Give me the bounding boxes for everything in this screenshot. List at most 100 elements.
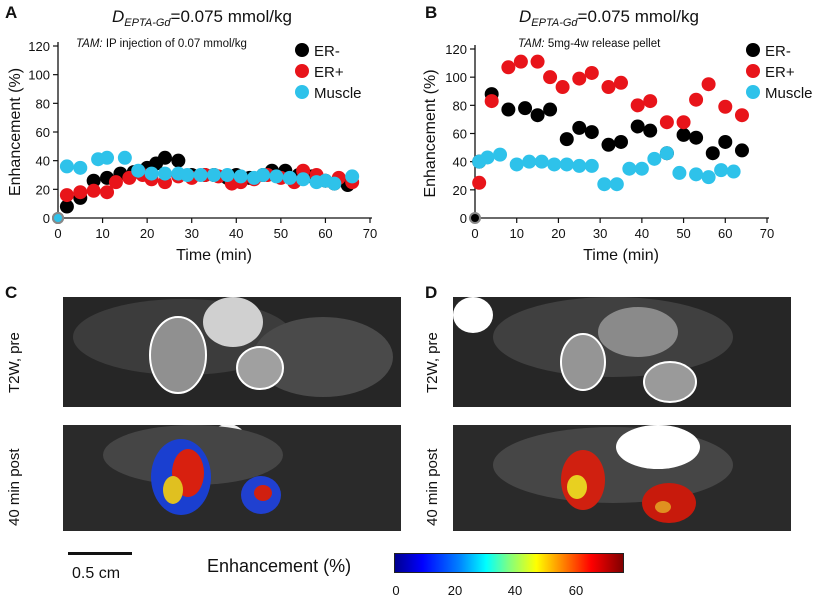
row-label-d-post: 40 min post [424,448,441,526]
chart-title: DEPTA-Gd=0.075 mmol/kg [112,7,292,29]
x-tick-label: 40 [229,226,243,241]
legend-marker [295,85,309,99]
colorbar-tick: 0 [392,583,400,598]
data-point-er- [555,80,570,95]
legend-marker [295,64,309,78]
row-label-c-pre: T2W, pre [6,332,23,393]
data-point-er- [157,150,172,165]
legend-label: ER+ [314,64,344,81]
data-point-muscle [220,168,235,182]
data-point-er- [530,108,545,123]
row-label-c-post: 40 min post [6,448,23,526]
mri-d-pre-image [453,297,791,407]
data-point-muscle [100,150,115,165]
panel-letter-a: A [5,3,18,22]
x-tick-label: 50 [274,226,288,241]
data-point-muscle [493,147,508,162]
y-tick-label: 60 [453,127,467,142]
data-point-muscle [584,158,599,173]
data-point-muscle [233,169,248,184]
data-point-er- [469,212,481,224]
data-point-er- [501,102,516,117]
y-tick-label: 0 [43,211,50,226]
y-tick-label: 60 [36,125,50,140]
y-tick-label: 20 [453,183,467,198]
data-point-muscle [269,169,284,184]
data-point-er- [584,65,599,80]
data-point-muscle [609,177,624,192]
data-point-muscle [726,164,741,179]
y-tick-label: 80 [36,96,50,111]
data-point-muscle [522,154,537,169]
data-point-muscle [296,172,311,187]
colorbar-tick: 40 [507,583,523,598]
data-point-er- [630,119,645,134]
x-tick-label: 60 [718,226,732,241]
x-tick-label: 60 [318,226,332,241]
data-point-er- [501,60,516,75]
mri-c-post-image [63,425,401,531]
data-point-er- [543,70,558,85]
data-point-muscle [597,177,612,192]
legend-marker [295,43,309,57]
data-point-muscle [345,169,360,184]
y-axis-label: Enhancement (%) [422,69,439,197]
panel-letter-b: B [425,3,438,22]
data-point-muscle [672,165,687,180]
y-axis-label: Enhancement (%) [7,68,24,196]
data-point-er- [643,123,658,138]
data-point-er- [676,115,691,130]
x-tick-label: 20 [140,226,154,241]
data-point-er- [572,71,587,86]
scale-bar-label: 0.5 cm [72,565,121,582]
data-point-muscle [327,176,342,191]
data-point-er- [689,92,704,107]
data-point-muscle [689,167,704,182]
chart-title: DEPTA-Gd=0.075 mmol/kg [519,7,699,29]
data-point-er- [518,101,533,116]
x-tick-label: 20 [551,226,565,241]
data-point-muscle [157,166,172,181]
data-point-muscle [52,212,64,224]
data-point-er- [513,54,528,69]
x-tick-label: 70 [760,226,774,241]
data-point-er- [643,94,658,109]
x-tick-label: 70 [363,226,377,241]
x-tick-label: 30 [184,226,198,241]
data-point-muscle [59,159,74,174]
x-tick-label: 0 [54,226,61,241]
data-point-er- [472,175,487,190]
x-tick-label: 10 [95,226,109,241]
legend-label: ER- [765,43,791,60]
data-point-muscle [647,151,662,166]
mri-d-post [453,425,791,531]
data-point-muscle [480,150,495,165]
x-tick-label: 40 [635,226,649,241]
scale-bar [68,552,132,555]
panel-letter-c: C [5,283,18,302]
data-point-muscle [256,168,271,182]
data-point-er- [100,185,115,200]
x-axis-label: Time (min) [176,247,252,264]
data-point-er- [689,130,704,145]
y-tick-label: 120 [28,39,50,54]
data-point-muscle [282,170,297,185]
data-point-er- [614,134,628,149]
data-point-muscle [622,161,637,176]
y-tick-label: 40 [453,155,467,170]
x-tick-label: 0 [471,226,478,241]
data-point-er- [614,75,628,90]
legend-marker [746,85,760,99]
row-label-d-pre: T2W, pre [424,332,441,393]
y-tick-label: 120 [445,42,467,57]
colorbar-tick: 20 [447,583,463,598]
data-point-er- [718,99,733,114]
data-point-er- [108,175,123,190]
x-axis-label: Time (min) [583,247,659,264]
data-point-muscle [659,146,674,161]
data-point-muscle [144,166,159,181]
data-point-muscle [572,158,587,173]
data-point-muscle [207,168,221,182]
chart-b: DEPTA-Gd=0.075 mmol/kg TAM: 5mg-4w releas… [422,7,813,264]
data-point-muscle [180,168,195,182]
